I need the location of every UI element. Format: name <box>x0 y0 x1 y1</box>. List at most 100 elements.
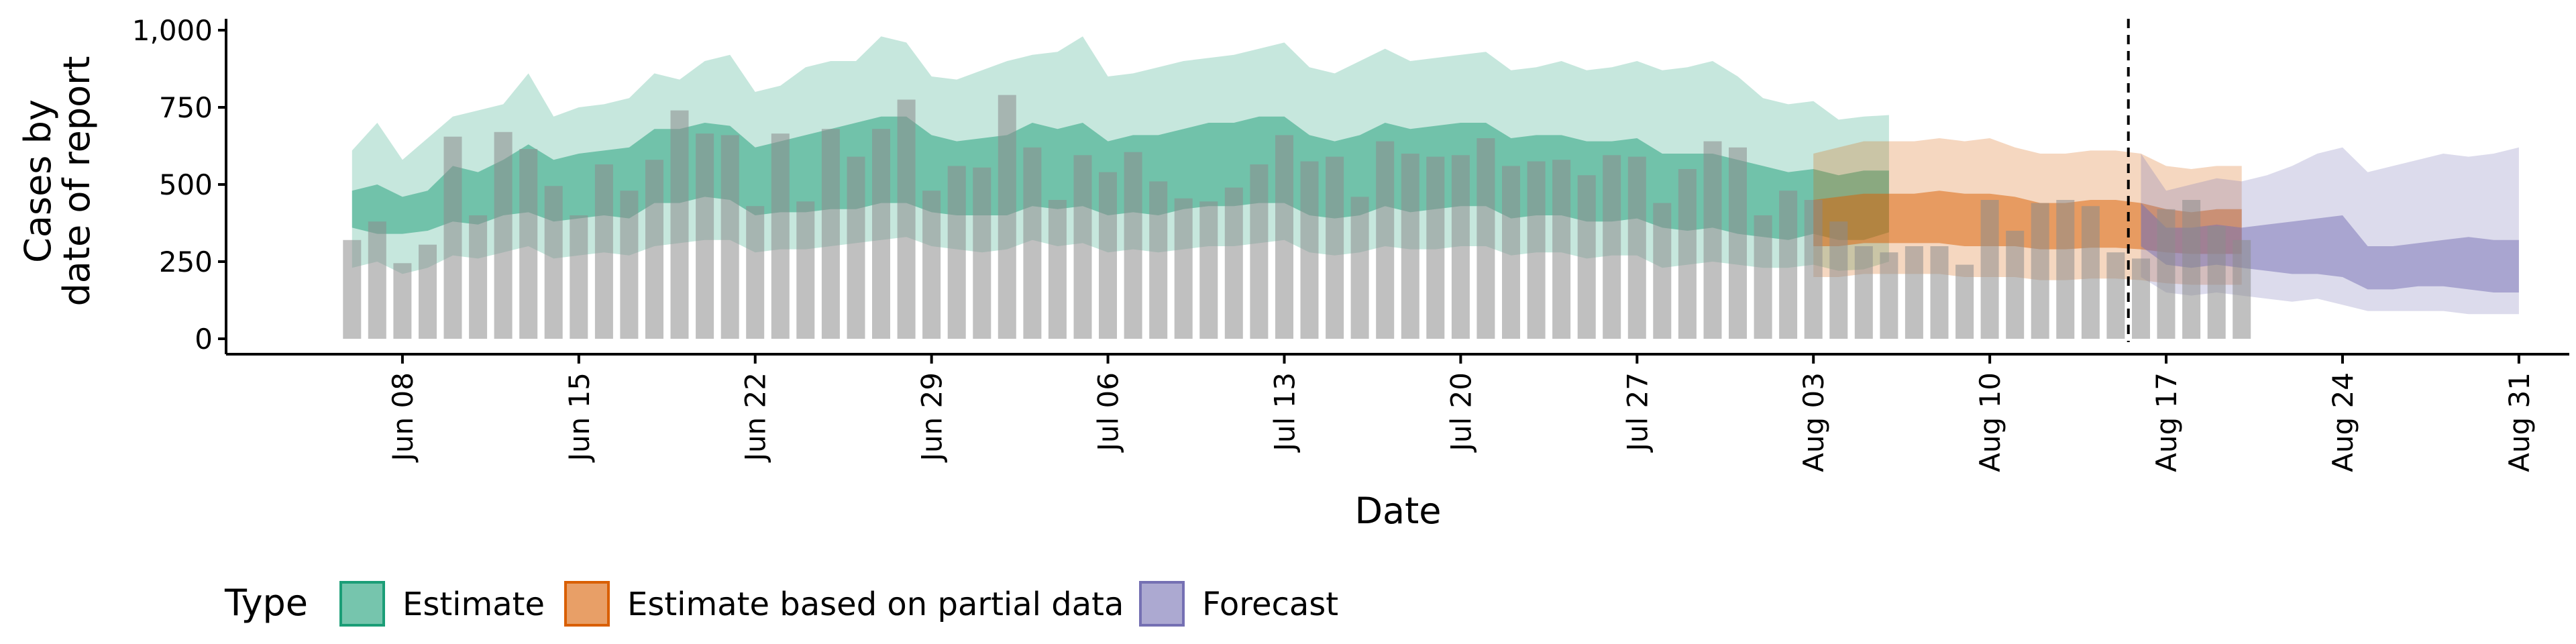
bar <box>2233 239 2251 339</box>
bar <box>1930 246 1949 339</box>
y-tick-label: 750 <box>159 91 213 124</box>
legend-label-forecast: Forecast <box>1202 586 1338 623</box>
bar <box>847 156 865 339</box>
x-tick-label: Jun 29 <box>916 372 949 463</box>
bar <box>1401 154 1419 339</box>
bar <box>1350 197 1369 339</box>
bar <box>469 215 488 339</box>
bar <box>1678 169 1697 339</box>
bar <box>620 191 639 339</box>
bar <box>1804 200 1823 339</box>
bar <box>1577 175 1596 339</box>
bar <box>2056 200 2075 339</box>
bar <box>1829 221 1848 339</box>
bar <box>1224 187 1243 339</box>
y-tick-label: 250 <box>159 246 213 278</box>
y-tick-label: 0 <box>195 323 213 356</box>
bar <box>1250 164 1269 339</box>
bar-layer <box>343 95 2251 339</box>
bar <box>947 166 966 339</box>
ribbon-inner-estimate-based-on-partial-data <box>1813 191 2242 254</box>
bar <box>2207 226 2226 339</box>
bar <box>544 186 563 339</box>
bar <box>2081 206 2100 339</box>
bar <box>720 135 739 339</box>
bar <box>2106 252 2125 339</box>
bar <box>1904 246 1923 339</box>
x-ticks: Jun 08 Jun 15 Jun 22 Jun 29 Jul 06 Jul 13 Jul … <box>386 354 2536 472</box>
bar <box>443 136 462 339</box>
ribbon-inner-forecast <box>2141 203 2519 292</box>
bar <box>1955 264 1974 339</box>
bar <box>1754 215 1772 339</box>
x-tick-label: Jun 08 <box>386 372 419 463</box>
bar <box>1275 135 1293 339</box>
bar <box>998 95 1016 339</box>
y-axis-title-line-2: date of report <box>56 56 98 306</box>
bar <box>1174 198 1193 339</box>
bar <box>393 263 412 339</box>
y-tick-label: 1,000 <box>132 14 213 47</box>
bar <box>1451 155 1470 339</box>
bar <box>922 191 941 339</box>
bar <box>494 131 513 339</box>
x-tick-label: Aug 03 <box>1797 372 1830 472</box>
bar <box>1048 200 1067 339</box>
bar <box>343 239 362 339</box>
axes: 0 250 500 750 1,000 Jun 08 Jun 15 Jun 22 Jun 29… <box>132 14 2569 472</box>
y-tick-label: 500 <box>159 168 213 201</box>
bar <box>419 244 437 339</box>
bar <box>670 110 689 339</box>
bar <box>1854 246 1873 339</box>
legend: Type Estimate Estimate based on partial … <box>224 581 1338 627</box>
x-tick-label: Aug 31 <box>2503 372 2536 472</box>
bar <box>1980 200 1999 339</box>
legend-label-estimate: Estimate <box>402 586 545 623</box>
bar <box>2182 200 2201 339</box>
bar <box>570 215 588 339</box>
x-axis-title: Date <box>1354 490 1441 532</box>
bar <box>1099 172 1117 339</box>
bar <box>1703 141 1722 339</box>
bar <box>1880 252 1898 339</box>
bar <box>2157 209 2176 339</box>
x-tick-label: Jul 13 <box>1269 372 1301 453</box>
y-ticks: 0 250 500 750 1,000 <box>132 14 226 356</box>
bar <box>2031 203 2049 339</box>
bar <box>1527 161 1546 339</box>
x-tick-label: Jul 06 <box>1092 372 1125 453</box>
bar <box>1779 191 1798 339</box>
bar <box>1729 147 1747 339</box>
bar <box>771 133 790 339</box>
bar <box>1376 141 1395 339</box>
legend-key-estimate-partial <box>564 581 610 627</box>
legend-key-estimate <box>339 581 385 627</box>
bar <box>1627 156 1646 339</box>
bar <box>1426 156 1445 339</box>
bar <box>1023 147 1042 339</box>
bar <box>1300 161 1319 339</box>
x-tick-label: Aug 10 <box>1974 372 2006 472</box>
x-tick-label: Jun 22 <box>739 372 772 463</box>
bar <box>1477 138 1495 339</box>
bar <box>1603 155 1621 339</box>
bar <box>1149 181 1168 339</box>
bar <box>746 206 765 339</box>
bar <box>1124 152 1142 339</box>
x-tick-label: Aug 17 <box>2150 372 2183 472</box>
bar <box>645 160 663 339</box>
legend-title: Type <box>224 582 308 624</box>
bar <box>872 129 890 339</box>
bar <box>1326 156 1344 339</box>
x-tick-label: Jul 20 <box>1444 372 1477 453</box>
bar <box>594 164 613 339</box>
x-tick-label: Aug 24 <box>2326 372 2359 472</box>
y-axis-title-line-1: Cases by <box>17 99 59 263</box>
bar <box>2132 258 2150 339</box>
bar <box>973 167 991 339</box>
x-tick-label: Jul 27 <box>1621 372 1654 453</box>
bar <box>368 221 386 339</box>
bar <box>1502 166 1520 339</box>
x-tick-label: Jun 15 <box>563 372 596 463</box>
